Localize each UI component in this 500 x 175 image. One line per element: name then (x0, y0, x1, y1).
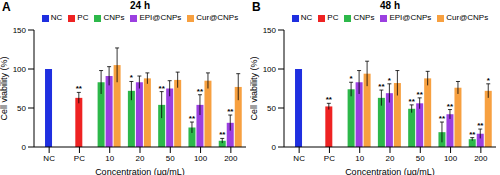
html-text:Cur@CNPs: Cur@CNPs (446, 13, 489, 22)
html-text:NC: NC (300, 13, 313, 22)
svg-text:50: 50 (17, 104, 26, 113)
svg-text:**: ** (439, 114, 446, 123)
svg-text:20: 20 (386, 154, 395, 163)
html-text:A: A (2, 0, 11, 14)
svg-text:100: 100 (444, 154, 458, 163)
svg-text:*: * (388, 76, 392, 85)
html-text:CNPs: CNPs (353, 13, 375, 22)
svg-text:NC: NC (43, 154, 55, 163)
svg-text:150: 150 (263, 26, 277, 35)
html-text:48 h: 48 h (380, 0, 400, 11)
svg-text:**: ** (477, 121, 484, 130)
svg-text:PC: PC (74, 154, 85, 163)
svg-text:200: 200 (474, 154, 488, 163)
svg-text:Cell viability (%): Cell viability (%) (250, 56, 259, 120)
svg-text:200: 200 (224, 154, 238, 163)
svg-text:**: ** (159, 84, 166, 93)
svg-text:**: ** (326, 95, 333, 104)
svg-text:**: ** (197, 87, 204, 96)
svg-text:Cell viability (%): Cell viability (%) (8, 56, 9, 120)
svg-text:**: ** (189, 114, 196, 123)
html-text:NC: NC (50, 13, 63, 22)
svg-text:**: ** (227, 107, 234, 116)
svg-text:**: ** (469, 130, 476, 139)
html-text:24 h: 24 h (130, 0, 150, 11)
svg-text:*: * (487, 76, 491, 85)
svg-text:NC: NC (293, 154, 305, 163)
svg-text:Concentration (μg/mL): Concentration (μg/mL) (95, 167, 185, 175)
html-text:EPI@CNPs: EPI@CNPs (139, 13, 182, 22)
svg-text:**: ** (417, 90, 424, 99)
html-text:CNPs: CNPs (103, 13, 125, 22)
html-text:PC: PC (327, 13, 339, 22)
svg-text:Concentration (μg/mL): Concentration (μg/mL) (345, 167, 435, 175)
html-text:EPI@CNPs: EPI@CNPs (389, 13, 432, 22)
svg-text:**: ** (378, 82, 385, 91)
svg-text:50: 50 (416, 154, 425, 163)
svg-text:50: 50 (166, 154, 175, 163)
svg-text:100: 100 (263, 65, 277, 74)
svg-text:10: 10 (355, 154, 364, 163)
svg-text:**: ** (219, 130, 226, 139)
svg-text:*: * (130, 73, 134, 82)
html-text:Cur@CNPs: Cur@CNPs (196, 13, 239, 22)
svg-text:20: 20 (136, 154, 145, 163)
svg-text:**: ** (447, 102, 454, 111)
svg-text:0: 0 (22, 143, 27, 152)
svg-text:**: ** (76, 84, 83, 93)
svg-text:100: 100 (194, 154, 208, 163)
svg-text:100: 100 (13, 65, 27, 74)
html-text:PC: PC (77, 13, 89, 22)
svg-text:0: 0 (272, 143, 277, 152)
svg-text:**: ** (409, 97, 416, 106)
svg-text:PC: PC (324, 154, 335, 163)
svg-text:10: 10 (105, 154, 114, 163)
svg-text:150: 150 (13, 26, 27, 35)
html-text:B: B (252, 0, 261, 14)
svg-text:50: 50 (267, 104, 276, 113)
svg-text:*: * (350, 74, 354, 83)
